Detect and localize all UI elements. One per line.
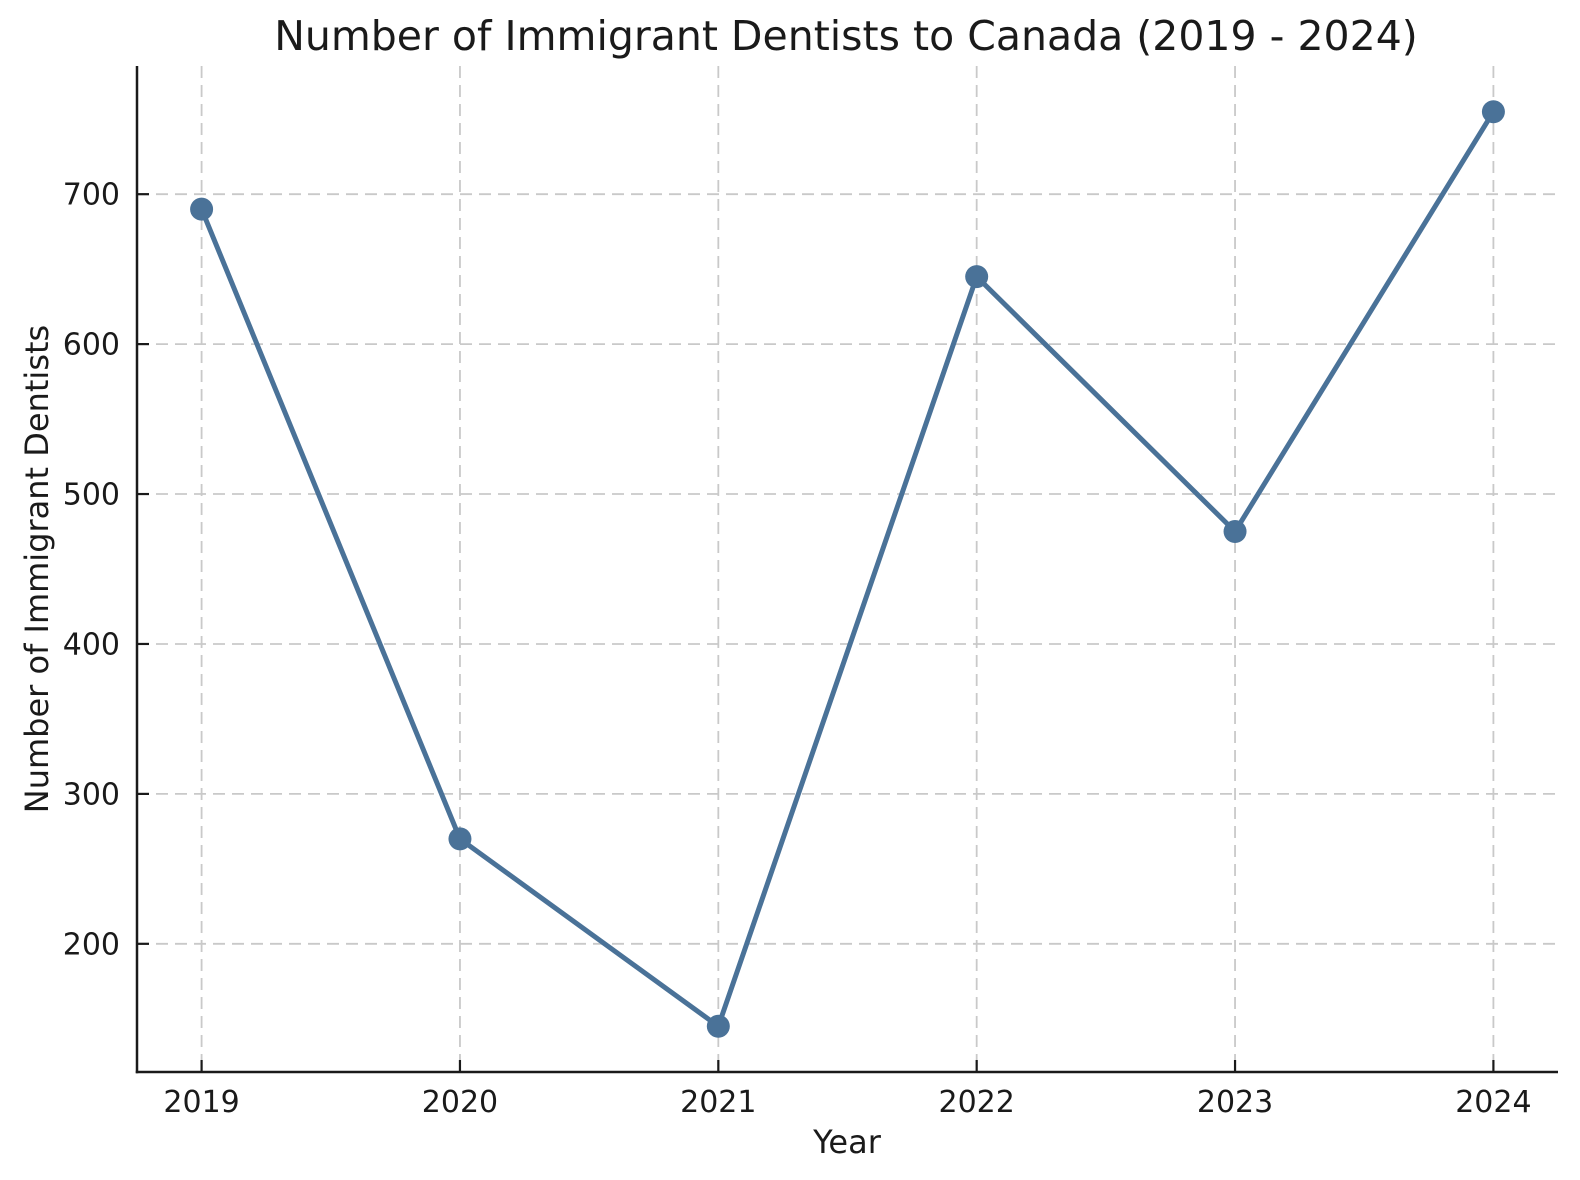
y-tick-label-300: 300 <box>63 777 120 812</box>
x-tick-label-2019: 2019 <box>163 1085 239 1120</box>
series-line <box>199 109 1496 1029</box>
x-tick-label-2020: 2020 <box>422 1085 498 1120</box>
data-point-2024 <box>1481 100 1505 124</box>
tick-marks <box>137 193 1495 1072</box>
y-tick-label-400: 400 <box>63 627 120 662</box>
x-tick-label-2024: 2024 <box>1455 1085 1531 1120</box>
gridlines <box>137 66 1558 1072</box>
data-point-2020 <box>448 827 472 851</box>
chart-title: Number of Immigrant Dentists to Canada (… <box>274 12 1418 60</box>
y-tick-label-500: 500 <box>63 478 120 513</box>
axes <box>135 66 1558 1074</box>
y-axis-label: Number of Immigrant Dentists <box>18 325 56 813</box>
data-point-2023 <box>1223 520 1247 544</box>
y-tick-label-200: 200 <box>63 927 120 962</box>
x-tick-label-2021: 2021 <box>680 1085 756 1120</box>
x-tick-label-2023: 2023 <box>1197 1085 1273 1120</box>
data-point-2022 <box>965 265 989 289</box>
y-tick-label-700: 700 <box>63 178 120 213</box>
x-tick-label-2022: 2022 <box>939 1085 1015 1120</box>
data-point-2021 <box>706 1014 730 1038</box>
tick-labels: 200 300 400 500 600 700 2019 2020 2021 2022 2023 20… <box>63 178 1532 1120</box>
data-series <box>190 100 1505 1038</box>
x-axis-label: Year <box>812 1123 882 1161</box>
y-tick-label-600: 600 <box>63 328 120 363</box>
data-point-2019 <box>190 197 214 221</box>
